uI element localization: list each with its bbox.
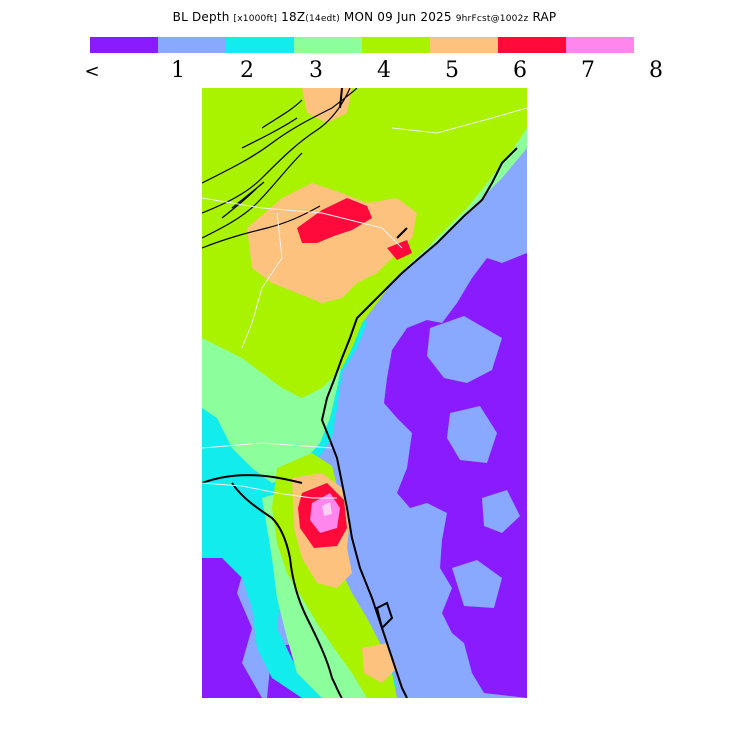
state-borders <box>202 107 527 499</box>
field-6-7 <box>297 198 372 243</box>
field-6-7 <box>387 240 412 260</box>
legend-tick-lt: < <box>84 61 100 82</box>
field-5-6 <box>302 88 352 123</box>
legend-tick-8: 8 <box>649 58 663 83</box>
legend-ticks: < 1 2 3 4 5 6 7 8 <box>0 58 729 84</box>
legend-tick-5: 5 <box>445 58 459 83</box>
legend-swatch-3-4 <box>294 37 362 53</box>
color-legend <box>90 37 634 53</box>
field-1-2-island <box>447 406 497 463</box>
legend-swatch-1-2 <box>158 37 226 53</box>
legend-tick-4: 4 <box>377 58 391 83</box>
field-1-2-island <box>427 316 502 383</box>
legend-tick-3: 3 <box>309 58 323 83</box>
legend-swatch-5-6 <box>430 37 498 53</box>
legend-swatch-2-3 <box>226 37 294 53</box>
legend-tick-2: 2 <box>240 58 254 83</box>
bl-depth-map <box>202 88 527 698</box>
legend-tick-6: 6 <box>513 58 527 83</box>
field-1-2-island <box>452 560 502 608</box>
legend-swatch-7-8 <box>566 37 634 53</box>
coastline <box>202 88 518 698</box>
field-5-6 <box>247 183 417 303</box>
legend-tick-1: 1 <box>171 58 185 83</box>
legend-swatch-lt1 <box>90 37 158 53</box>
legend-swatch-6-7 <box>498 37 566 53</box>
field-1-2-island <box>482 490 520 533</box>
terrain-contours <box>202 88 358 249</box>
field-7-8-core <box>322 502 332 516</box>
legend-tick-7: 7 <box>581 58 595 83</box>
field-5-6 <box>362 643 397 683</box>
map-title: BL Depth [x1000ft] 18Z(14edt) MON 09 Jun… <box>172 10 557 24</box>
legend-swatch-4-5 <box>362 37 430 53</box>
